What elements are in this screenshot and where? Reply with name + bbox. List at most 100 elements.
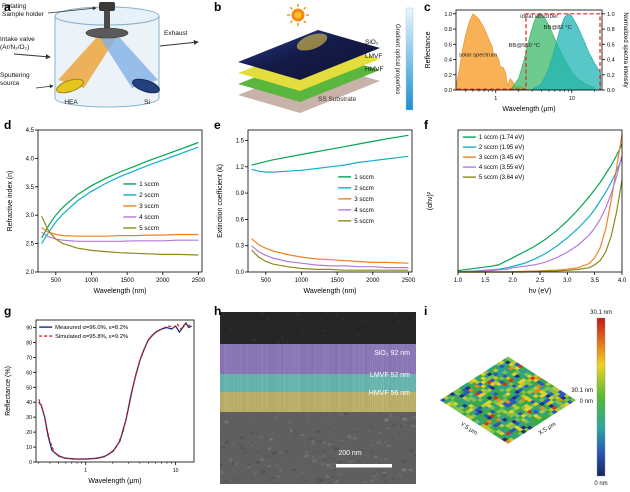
motor-icon [99, 2, 115, 11]
panel-h-sem-image: h SiO₂ 92 nm LMVF 52 nm HMVF 56 nm 200 n… [210, 304, 420, 492]
svg-text:Reflectance (%): Reflectance (%) [5, 366, 12, 416]
sputter-beam-left [58, 38, 116, 88]
si-target-label: Si [144, 99, 150, 106]
svg-text:5 sccm: 5 sccm [354, 218, 374, 225]
svg-text:1.0: 1.0 [454, 278, 463, 284]
chart-canvas-f: 1.0 1.5 2.0 2.5 3.0 3.5 4.0 hν (eV) (αhν)² 1 sccm… [427, 129, 627, 295]
panel-b-label: b [214, 0, 222, 14]
afm-colorbar [596, 317, 606, 477]
svg-text:1 sccm: 1 sccm [139, 181, 159, 188]
chart-canvas-c: 1 10 0.0 0.2 0.4 0.6 0.8 1.0 0.0 0.2 0.4 0.6 0.8 1.0 W… [425, 9, 628, 113]
svg-text:1.5: 1.5 [236, 139, 245, 145]
holder-stem [104, 11, 110, 31]
afm-y-axis-label: Y:5 μm [459, 422, 478, 437]
svg-text:0.4: 0.4 [607, 58, 615, 64]
svg-text:Measured α=96.0%, ε=8.2%: Measured α=96.0%, ε=8.2% [55, 325, 128, 331]
panel-c-spectra-chart: c 1 10 0.0 0.2 0.4 0.6 0.8 1.0 0.0 0.2 0.4 0.6 0.8 1.… [420, 0, 630, 118]
svg-text:10: 10 [26, 445, 32, 451]
chart-e: 500 1000 1500 2000 2500 0.0 0.3 0.6 0.9 1.2 1.5 Wav… [210, 118, 420, 304]
chart-f: 1.0 1.5 2.0 2.5 3.0 3.5 4.0 hν (eV) (αhν)² 1 sccm… [420, 118, 630, 304]
svg-text:Reflectance: Reflectance [425, 31, 432, 68]
svg-text:1 sccm: 1 sccm [354, 174, 374, 181]
chart-d: 500 1000 1500 2000 2500 2.0 2.5 3.0 3.5 4.0 4.5 Wav… [0, 118, 210, 304]
svg-text:3 sccm: 3 sccm [354, 196, 374, 203]
svg-text:4.0: 4.0 [26, 156, 35, 162]
sem-scalebar-label: 200 nm [338, 450, 362, 457]
svg-text:1 sccm (1.74 eV): 1 sccm (1.74 eV) [479, 135, 524, 141]
svg-text:BB@550 °C: BB@550 °C [509, 43, 540, 49]
svg-text:500: 500 [51, 278, 62, 284]
svg-text:0.0: 0.0 [444, 88, 452, 94]
si-target-icon [132, 78, 160, 94]
svg-text:2500: 2500 [402, 278, 416, 284]
panel-i-label: i [424, 304, 428, 318]
svg-text:40: 40 [26, 400, 32, 406]
panel-f-tauc-plot: f 1.0 1.5 2.0 2.5 3.0 3.5 4.0 hν (eV) (αhν)² 1 sc… [420, 118, 630, 304]
afm-scale-max-label: 30.1 nm [571, 388, 593, 394]
svg-text:2000: 2000 [366, 278, 380, 284]
chart-g: 1 10 0 10 20 30 40 50 60 70 80 90 Wavelength (μm) Ref… [0, 304, 210, 492]
chart-canvas-e: 500 1000 1500 2000 2500 0.0 0.3 0.6 0.9 1.2 1.5 Wav… [217, 129, 416, 295]
sem-substrate-region [220, 412, 416, 484]
svg-text:0.6: 0.6 [236, 217, 245, 223]
svg-text:1500: 1500 [330, 278, 344, 284]
panel-a-sputter-chamber: a Rotating Sample ho [0, 0, 210, 118]
svg-text:1.0: 1.0 [444, 12, 452, 18]
svg-text:4.0: 4.0 [618, 278, 627, 284]
svg-text:Wavelength (nm): Wavelength (nm) [303, 288, 356, 295]
panel-h-label: h [214, 304, 222, 318]
panel-i-afm-image: i 30.1 nm 0 nm 30.1 nm 0 nm Y:5 μm X [420, 304, 630, 492]
rotating-sample-holder-label: Rotating Sample holder [2, 3, 44, 18]
lmvf-label: LMVF [365, 53, 383, 60]
svg-text:4.5: 4.5 [26, 128, 35, 134]
chart-canvas-d: 500 1000 1500 2000 2500 2.0 2.5 3.0 3.5 4.0 4.5 Wav… [7, 128, 206, 295]
svg-text:(αhν)²: (αhν)² [427, 191, 434, 210]
svg-text:1.0: 1.0 [607, 12, 615, 18]
source-pointer-icon [35, 84, 54, 89]
exhaust-arrow-icon [159, 39, 199, 47]
sio2-layer [238, 30, 380, 80]
svg-text:Wavelength (μm): Wavelength (μm) [502, 106, 555, 113]
chart-c: 1 10 0.0 0.2 0.4 0.6 0.8 1.0 0.0 0.2 0.4 0.6 0.8 1.0 W… [420, 0, 630, 118]
svg-text:10: 10 [569, 96, 575, 102]
svg-text:80: 80 [26, 340, 32, 346]
hmvf-band-overlay [220, 392, 416, 412]
sio2-band-overlay [220, 344, 416, 374]
ss-substrate-label: SS Substrate [318, 96, 357, 103]
sem-vacuum-region [220, 312, 416, 344]
hea-target-icon [56, 78, 84, 94]
svg-text:90: 90 [26, 325, 32, 331]
svg-text:Refractive index (n): Refractive index (n) [7, 171, 14, 232]
svg-text:0.0: 0.0 [607, 88, 615, 94]
afm-colorbar-min-label: 0 nm [594, 481, 607, 487]
gradient-colorbar-label: Gradient optical properties [394, 23, 400, 95]
svg-text:3.5: 3.5 [590, 278, 599, 284]
svg-text:Simulated α=95.8%, ε=9.2%: Simulated α=95.8%, ε=9.2% [55, 334, 128, 340]
panel-a-label: a [4, 0, 11, 14]
holder-pointer-icon [47, 6, 97, 14]
scalebar-icon [336, 464, 392, 468]
afm-scale-min-label: 0 nm [580, 399, 593, 405]
panel-d-label: d [4, 118, 12, 132]
sem-lmvf-label: LMVF 52 nm [369, 372, 410, 379]
svg-text:Wavelength (nm): Wavelength (nm) [93, 288, 146, 295]
svg-text:0.8: 0.8 [444, 27, 452, 33]
svg-text:0.6: 0.6 [444, 42, 452, 48]
svg-text:0.3: 0.3 [236, 244, 245, 250]
sun-glare [296, 33, 328, 51]
sun-icon [287, 4, 309, 26]
panel-d-refractive-index-chart: d 500 1000 1500 2000 2500 2.0 2.5 3.0 3.5 4.0 4.5 W… [0, 118, 210, 304]
svg-text:Normalized spectra intensity: Normalized spectra intensity [622, 12, 628, 87]
svg-text:Extinction coefficient (k): Extinction coefficient (k) [217, 164, 224, 238]
svg-text:2.0: 2.0 [508, 278, 517, 284]
afm-surface [439, 356, 577, 444]
svg-text:1.2: 1.2 [236, 165, 245, 171]
svg-text:3.5: 3.5 [26, 185, 35, 191]
afm-colorbar-max-label: 30.1 nm [590, 310, 612, 316]
svg-text:2000: 2000 [156, 278, 170, 284]
chart-canvas-g: 1 10 0 10 20 30 40 50 60 70 80 90 Wavelength (μm) Ref… [5, 319, 195, 485]
svg-text:4 sccm (3.55 eV): 4 sccm (3.55 eV) [479, 165, 524, 171]
svg-text:60: 60 [26, 370, 32, 376]
svg-text:2500: 2500 [192, 278, 206, 284]
